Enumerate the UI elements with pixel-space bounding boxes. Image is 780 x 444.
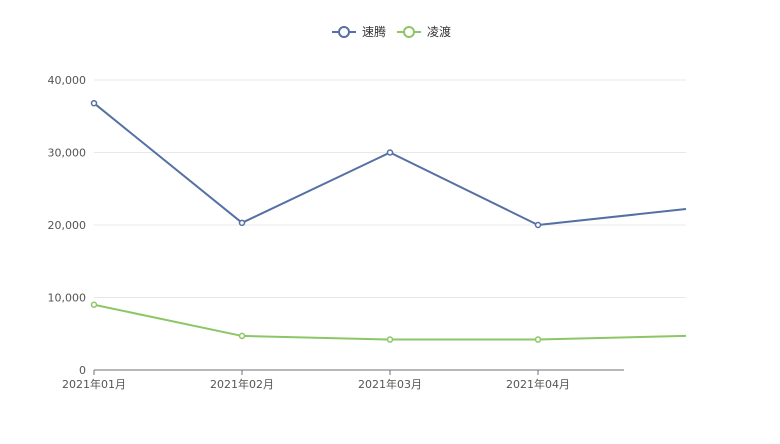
legend-label: 凌渡 [427,24,451,39]
x-tick-label: 2021年02月 [210,377,274,391]
series-line-0[interactable] [93,102,687,226]
legend-label: 速腾 [362,24,386,39]
legend-item-1[interactable]: 凌渡 [397,24,451,39]
y-tick-label: 0 [79,364,86,377]
legend-marker-icon [338,26,350,38]
y-tick-label: 40,000 [48,74,87,87]
x-tick-label: 2021年04月 [506,377,570,391]
x-axis: 2021年01月 2021年02月 2021年03月 2021年04月 [62,369,624,391]
x-tick-label: 2021年03月 [358,377,422,391]
grid [94,79,686,298]
legend-item-0[interactable]: 速腾 [332,24,386,39]
series-group [90,99,687,343]
data-point[interactable] [238,332,246,340]
data-point[interactable] [534,221,542,229]
data-point[interactable] [90,301,98,308]
legend-marker-icon [403,26,415,38]
data-point[interactable] [90,99,98,107]
data-point[interactable] [534,336,542,343]
series-line-1[interactable] [93,303,687,341]
y-tick-label: 30,000 [48,147,87,160]
legend[interactable]: 速腾 凌渡 [332,24,451,39]
y-axis-ticks: 0 10,000 20,000 30,000 40,000 [48,74,87,377]
data-point[interactable] [238,219,246,227]
x-tick-label: 2021年01月 [62,377,126,391]
data-point[interactable] [386,149,394,156]
y-tick-label: 20,000 [48,219,87,232]
data-point[interactable] [386,336,394,343]
y-tick-label: 10,000 [48,292,87,305]
